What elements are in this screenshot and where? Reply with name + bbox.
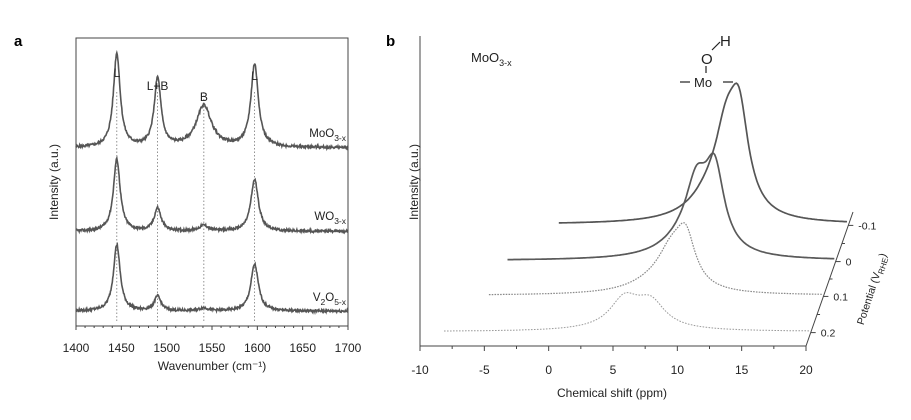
panel-b-axes (420, 36, 853, 346)
nmr-curves (444, 83, 847, 331)
structure-bond-oh (712, 42, 720, 50)
x-axis-label: Chemical shift (ppm) (557, 386, 667, 400)
x-tick-label: 10 (671, 363, 685, 377)
label-text: O (325, 292, 334, 304)
potential-label-main: Potential (V (855, 271, 883, 326)
peak-label: L+B (147, 79, 169, 93)
peak-label: L (113, 66, 120, 80)
y-axis-label: Intensity (a.u.) (47, 144, 61, 220)
label-text: WO (314, 211, 334, 223)
x-tick-label: 5 (610, 363, 617, 377)
x-tick-label: 1600 (244, 341, 271, 355)
spectra-curves (76, 53, 348, 312)
x-tick-label: 1450 (108, 341, 135, 355)
x-axis-ticks: 1400 1450 1500 1550 1600 1650 1700 (63, 326, 362, 355)
series-label: WO3-x (314, 211, 346, 226)
x-tick-label: 0 (545, 363, 552, 377)
label-subscript: 5-x (334, 297, 347, 307)
label-text: MoO (309, 128, 334, 140)
series-labels: MoO3-xWO3-xV2O5-x (309, 128, 346, 307)
peak-labels: L L+B B L (113, 66, 258, 104)
potential-label-sub: RHE (876, 257, 890, 276)
x-tick-label: -5 (479, 363, 490, 377)
x-tick-label: 20 (799, 363, 813, 377)
peak-label: B (200, 90, 208, 104)
x-axis-label: Wavenumber (cm⁻¹) (158, 359, 267, 373)
panel-a: a LL+BBL MoO3-xWO3-xV2O5-x 1400145015001… (14, 33, 362, 373)
nmr-curve-potential--0.1 (559, 83, 847, 223)
structure-molybdenum: Mo (694, 75, 712, 90)
peak-label: L (251, 69, 258, 83)
inset-label: MoO3-x (471, 50, 512, 68)
x-tick-label: 1700 (335, 341, 362, 355)
x-axis-ticks: -10 -5 0 5 10 15 20 (411, 346, 813, 377)
panel-a-frame (76, 38, 348, 326)
x-tick-label: 1400 (63, 341, 90, 355)
panel-a-letter: a (14, 33, 23, 50)
x-tick-label: 15 (735, 363, 749, 377)
structure-oxygen: O (701, 51, 713, 68)
inset-label-main: MoO (471, 50, 499, 65)
peak-guide-lines (117, 92, 255, 322)
panel-b: b -10 -5 0 5 10 15 20 -0.1 0 0.1 0.2 Chemical shi… (386, 33, 891, 400)
potential-tick-label: 0.2 (821, 328, 836, 340)
series-label: MoO3-x (309, 128, 346, 143)
series-label: V2O5-x (313, 292, 347, 307)
structure-hydrogen: H (720, 33, 731, 50)
panel-b-letter: b (386, 33, 395, 50)
nmr-curve-potential-0.2 (444, 293, 809, 331)
y-axis-label: Intensity (a.u.) (407, 144, 421, 220)
label-subscript: 3-x (334, 133, 347, 143)
potential-tick-label: 0.1 (833, 291, 848, 303)
structure-diagram: H O Mo (680, 33, 733, 90)
potential-axis-label: Potential (VRHE) (855, 252, 891, 327)
x-tick-label: -10 (411, 363, 429, 377)
potential-tick-label: 0 (846, 257, 852, 269)
nmr-curve-potential-0 (508, 153, 835, 259)
potential-label-end: ) (877, 252, 889, 259)
x-tick-label: 1500 (153, 341, 180, 355)
x-tick-label: 1650 (289, 341, 316, 355)
x-tick-label: 1550 (199, 341, 226, 355)
potential-tick-label: -0.1 (858, 220, 876, 232)
label-subscript: 3-x (334, 216, 347, 226)
inset-label-sub: 3-x (499, 58, 512, 68)
